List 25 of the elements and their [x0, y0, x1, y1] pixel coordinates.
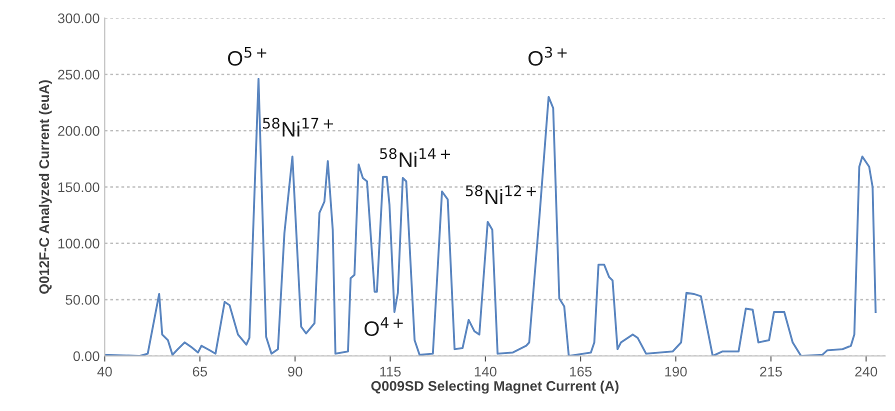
y-tick-label: 300.00 [58, 13, 100, 24]
annotation: O$^{5+}$ [228, 46, 266, 66]
y-axis-title: Q012F-C Analyzed Current (euA) [38, 80, 52, 294]
x-tick-label: 240 [855, 366, 878, 377]
y-tick-label: 150.00 [58, 182, 100, 192]
y-tick-label: 250.00 [58, 70, 100, 80]
line-series [104, 78, 877, 356]
annotation: O$^{3+}$ [528, 46, 567, 66]
x-tick-label: 90 [288, 366, 302, 377]
y-tick-label: 50.00 [66, 294, 100, 305]
annotation: $^{58}$Ni$^{17+}$ [263, 118, 333, 136]
x-tick-label: 165 [570, 366, 592, 377]
x-tick-label: 115 [380, 366, 401, 377]
x-tick-label: 40 [97, 366, 112, 377]
y-tick-label: 100.00 [58, 238, 100, 248]
y-tick-label: 200.00 [58, 126, 100, 136]
annotation: $^{58}$Ni$^{12+}$ [466, 185, 536, 204]
x-tick-label: 65 [192, 366, 208, 377]
x-axis-title: Q009SD Selecting Magnet Current (A) [371, 380, 618, 394]
annotation: O$^{4+}$ [364, 317, 403, 336]
x-tick-label: 215 [760, 366, 782, 377]
x-tick-label: 140 [474, 366, 496, 377]
y-tick-label: 0.00 [73, 351, 100, 362]
annotation: $^{58}$Ni$^{14+}$ [380, 148, 450, 167]
x-tick-label: 190 [665, 366, 687, 377]
